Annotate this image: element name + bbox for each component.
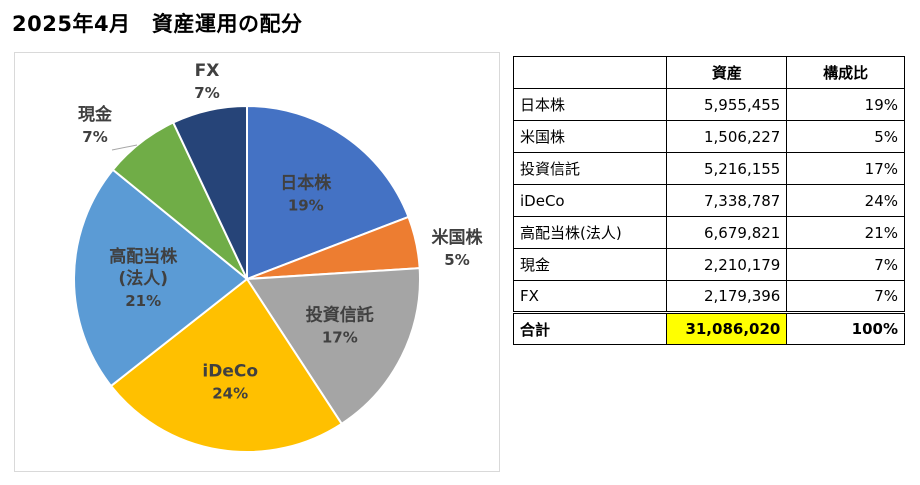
table-row: 現金 2,210,179 7% [512, 248, 905, 281]
table-row: 高配当株(法人) 6,679,821 21% [512, 216, 905, 249]
pie-label-2: 投資信託 17% [306, 305, 374, 347]
row-ratio: 7% [786, 248, 905, 281]
row-amount: 1,506,227 [666, 120, 788, 153]
pie-slice-2 [245, 267, 421, 426]
pie-label-pct: 24% [212, 384, 248, 402]
pie-slice-4 [73, 168, 249, 388]
pie-slice-6 [171, 104, 248, 280]
total-name: 合計 [512, 311, 668, 345]
header-empty [512, 56, 668, 89]
row-amount: 5,216,155 [666, 152, 788, 185]
row-name: 現金 [512, 248, 668, 281]
page-title: 2025年4月 資産運用の配分 [12, 12, 303, 36]
leader-line-5 [111, 144, 138, 151]
pie-label-5: 現金 7% [78, 104, 113, 146]
pie-label-name: 現金 [78, 104, 113, 125]
pie-slice-0 [246, 104, 410, 281]
pie-label-pct: 17% [322, 329, 358, 347]
pie-chart-svg: 日本株 19% 米国株 5% 投資信託 17% iDeCo 24% 高配当株(法人) 21% 現金 7… [73, 61, 484, 453]
total-row: 合計 31,086,020 100% [512, 311, 905, 345]
asset-table: 資産 構成比 日本株 5,955,455 19% 米国株 1,506,227 5… [512, 56, 905, 345]
table-row: FX 2,179,396 7% [512, 280, 905, 313]
row-name: iDeCo [512, 184, 668, 217]
table-row: 日本株 5,955,455 19% [512, 88, 905, 121]
pie-label-pct: 5% [444, 251, 469, 269]
row-ratio: 21% [786, 216, 905, 249]
row-name: 投資信託 [512, 152, 668, 185]
row-name: 米国株 [512, 120, 668, 153]
pie-slice-3 [109, 277, 344, 453]
row-name: 高配当株(法人) [512, 216, 668, 249]
pie-label-6: FX 7% [194, 61, 219, 102]
row-name: 日本株 [512, 88, 668, 121]
pie-label-name: 米国株 [432, 227, 484, 248]
pie-label-name: 日本株 [280, 172, 332, 193]
pie-label-name: 投資信託 [306, 305, 374, 326]
table-row: 投資信託 5,216,155 17% [512, 152, 905, 185]
pie-label-name: (法人) [118, 268, 168, 289]
row-ratio: 5% [786, 120, 905, 153]
pie-label-1: 米国株 5% [432, 227, 484, 269]
pie-label-pct: 21% [125, 292, 161, 310]
pie-label-pct: 7% [194, 84, 219, 102]
row-name: FX [512, 280, 668, 313]
pie-label-0: 日本株 19% [280, 172, 332, 214]
total-ratio: 100% [786, 311, 905, 345]
pie-label-name: FX [195, 61, 220, 81]
pie-label-pct: 19% [288, 196, 324, 214]
pie-label-pct: 7% [82, 128, 107, 146]
pie-chart: 日本株 19% 米国株 5% 投資信託 17% iDeCo 24% 高配当株(法人) 21% 現金 7… [14, 52, 500, 472]
pie-label-name: iDeCo [202, 361, 258, 381]
table-row: 米国株 1,506,227 5% [512, 120, 905, 153]
table-header-row: 資産 構成比 [512, 56, 905, 89]
pie-label-3: iDeCo 24% [202, 361, 258, 402]
row-ratio: 17% [786, 152, 905, 185]
row-amount: 5,955,455 [666, 88, 788, 121]
row-amount: 2,179,396 [666, 280, 788, 313]
row-ratio: 24% [786, 184, 905, 217]
row-ratio: 19% [786, 88, 905, 121]
row-amount: 2,210,179 [666, 248, 788, 281]
header-asset: 資産 [666, 56, 788, 89]
header-ratio: 構成比 [786, 56, 905, 89]
row-amount: 7,338,787 [666, 184, 788, 217]
table-row: iDeCo 7,338,787 24% [512, 184, 905, 217]
row-amount: 6,679,821 [666, 216, 788, 249]
row-ratio: 7% [786, 280, 905, 313]
total-amount: 31,086,020 [666, 311, 788, 345]
pie-label-4: 高配当株(法人) 21% [109, 246, 178, 310]
pie-label-name: 高配当株 [109, 246, 178, 267]
